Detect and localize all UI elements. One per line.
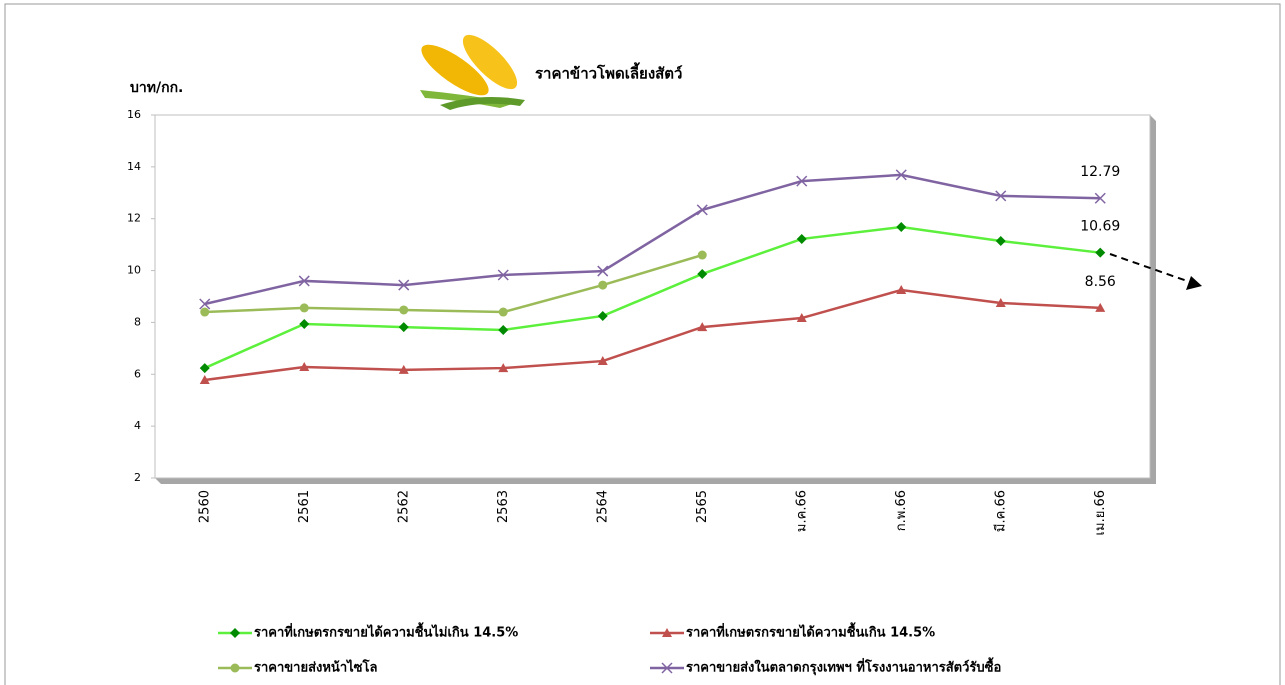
marker <box>199 298 211 310</box>
arrow <box>1109 253 1202 290</box>
series-line <box>204 253 703 314</box>
marker <box>697 250 707 260</box>
marker <box>1095 247 1106 258</box>
marker <box>697 268 708 279</box>
legend-item: ราคาที่เกษตรกรขายได้ความชื้นเกิน 14.5% <box>650 622 935 641</box>
marker <box>498 307 508 317</box>
data-label: 12.79 <box>1080 164 1120 180</box>
marker <box>498 324 509 335</box>
chart-title: ราคาข้าวโพดเลี้ยงสัตว์ <box>535 62 682 83</box>
x-tick-label: 2562 <box>396 490 411 523</box>
marker <box>399 305 409 315</box>
y-tick-label: 16 <box>127 108 141 121</box>
y-tick-label: 6 <box>134 367 141 380</box>
marker <box>230 663 240 673</box>
marker <box>299 318 310 329</box>
y-tick-label: 14 <box>127 160 141 173</box>
legend-item: ราคาขายส่งในตลาดกรุงเทพฯ ที่โรงงานอาหารส… <box>650 657 1001 676</box>
marker <box>662 628 672 637</box>
marker <box>398 364 409 374</box>
marker <box>696 204 708 216</box>
marker <box>896 222 907 233</box>
y-tick-label: 8 <box>134 315 141 328</box>
marker <box>597 356 608 366</box>
marker <box>995 297 1006 307</box>
marker <box>299 303 309 313</box>
legend-item: ราคาขายส่งหน้าไซโล <box>218 659 377 676</box>
data-label: 10.69 <box>1080 219 1120 235</box>
marker <box>796 233 807 244</box>
y-tick-label: 12 <box>127 212 141 225</box>
marker <box>1094 192 1106 204</box>
x-tick-label: ม.ค.66 <box>794 490 809 532</box>
legend-label: ราคาขายส่งหน้าไซโล <box>254 659 377 676</box>
marker <box>497 269 509 281</box>
x-tick-label: เม.ย.66 <box>1093 490 1108 535</box>
marker <box>597 310 608 321</box>
marker <box>796 175 808 187</box>
y-tick-label: 4 <box>134 419 141 432</box>
data-label: 8.56 <box>1085 274 1116 290</box>
marker <box>199 363 210 374</box>
x-tick-label: 2564 <box>595 490 610 523</box>
x-tick-label: มี.ค.66 <box>992 490 1008 532</box>
x-tick-label: 2565 <box>695 490 710 523</box>
series-line <box>204 225 1101 370</box>
series-line <box>204 173 1101 306</box>
legend-label: ราคาที่เกษตรกรขายได้ความชื้นไม่เกิน 14.5… <box>254 622 518 641</box>
marker <box>597 265 609 277</box>
corn-icon <box>420 34 525 110</box>
legend-label: ราคาขายส่งในตลาดกรุงเทพฯ ที่โรงงานอาหารส… <box>686 657 1001 676</box>
y-axis-label: บาท/กก. <box>130 80 183 96</box>
marker <box>598 280 608 290</box>
series-line <box>204 288 1101 382</box>
marker <box>498 363 509 373</box>
marker <box>995 190 1007 202</box>
marker <box>995 236 1006 247</box>
marker <box>298 275 310 287</box>
plot-area <box>154 114 1151 479</box>
x-tick-label: 2563 <box>496 490 511 523</box>
marker <box>398 279 410 291</box>
marker <box>200 307 210 317</box>
marker <box>697 322 708 332</box>
marker <box>199 374 210 384</box>
marker <box>796 313 807 323</box>
x-tick-label: 2560 <box>197 490 212 523</box>
marker <box>398 322 409 333</box>
marker <box>896 285 907 295</box>
y-tick-label: 2 <box>134 471 141 484</box>
marker <box>230 628 240 638</box>
legend-item: ราคาที่เกษตรกรขายได้ความชื้นไม่เกิน 14.5… <box>218 622 518 641</box>
legend-label: ราคาที่เกษตรกรขายได้ความชื้นเกิน 14.5% <box>686 622 935 641</box>
y-tick-label: 10 <box>127 264 141 277</box>
marker <box>299 362 310 372</box>
x-tick-label: ก.พ.66 <box>894 490 909 531</box>
marker <box>895 169 907 181</box>
x-tick-label: 2561 <box>297 490 312 523</box>
marker <box>1095 302 1106 312</box>
marker <box>661 662 673 674</box>
